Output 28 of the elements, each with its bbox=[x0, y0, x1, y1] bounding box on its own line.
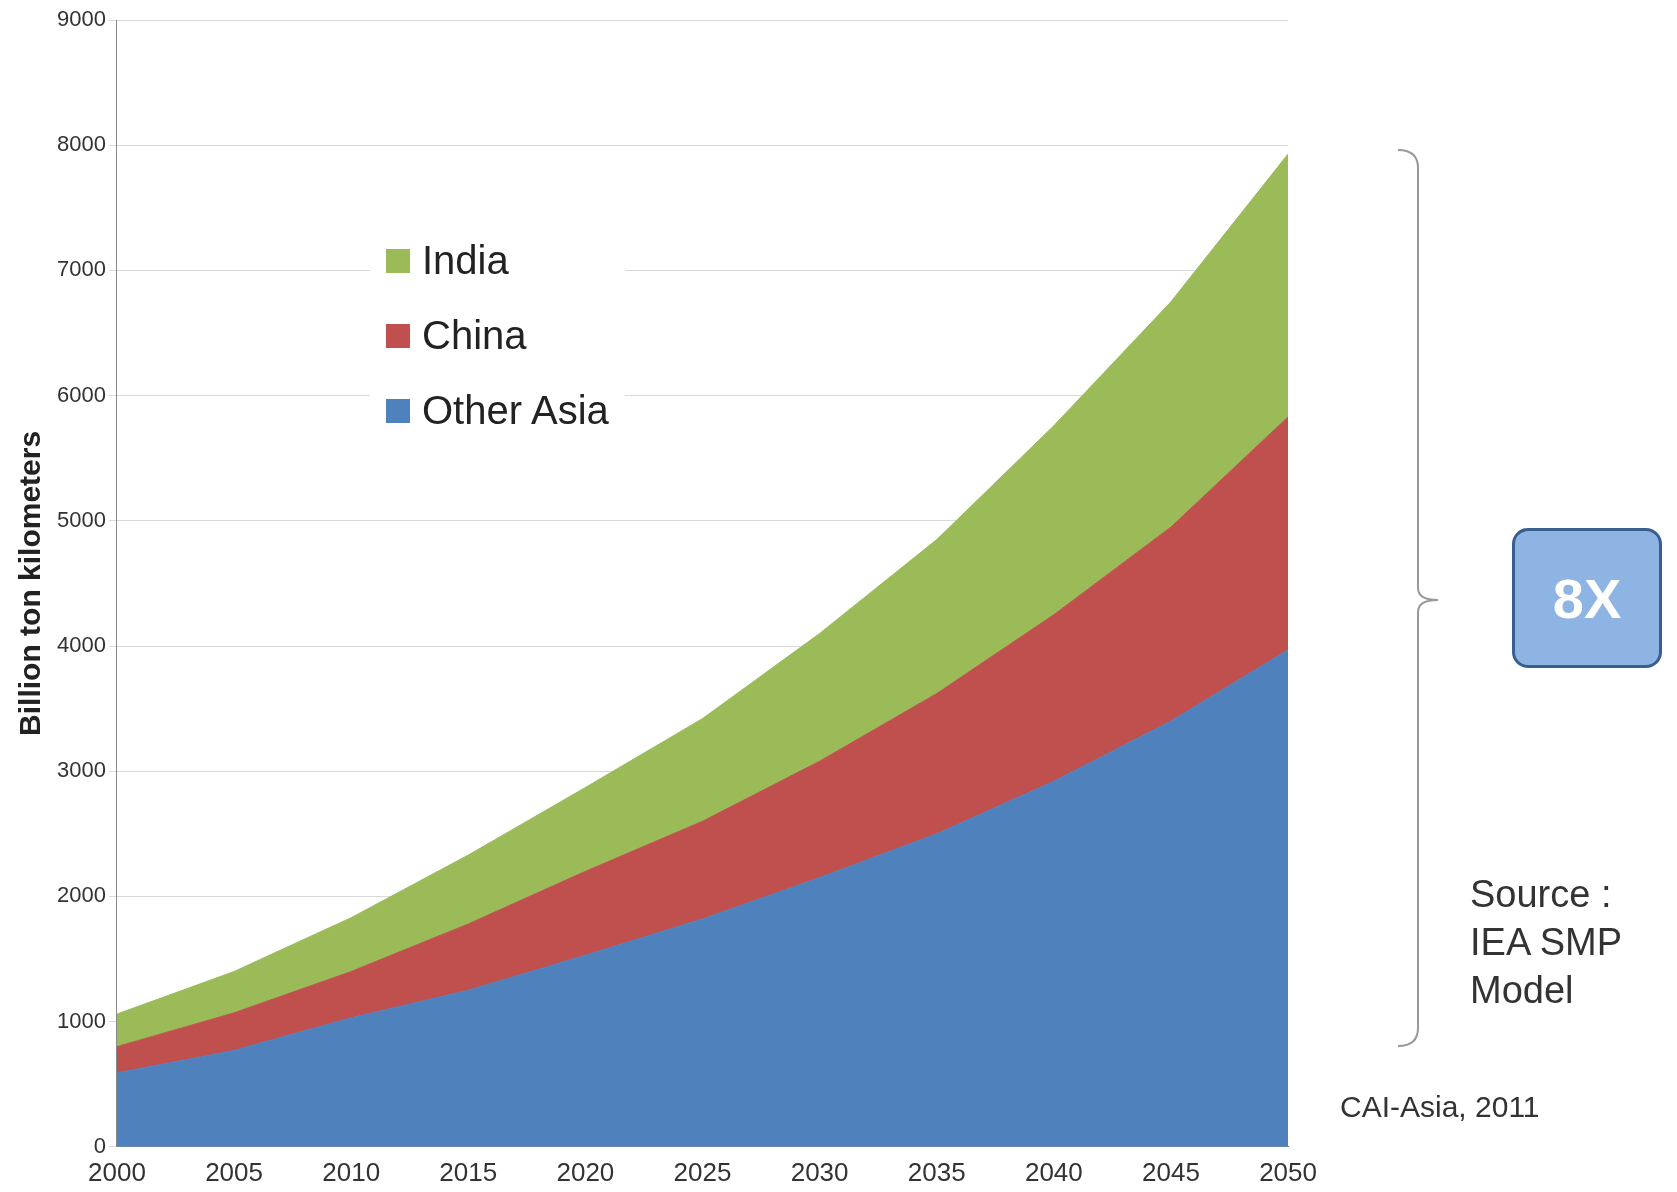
x-tick-label: 2025 bbox=[673, 1156, 732, 1187]
x-tick-label: 2030 bbox=[790, 1156, 849, 1187]
y-tick-label: 7000 bbox=[56, 256, 106, 282]
y-tick-label: 6000 bbox=[56, 381, 106, 407]
x-tick-label: 2015 bbox=[439, 1156, 498, 1187]
x-tick-label: 2005 bbox=[205, 1156, 263, 1187]
x-tick-label: 2020 bbox=[556, 1156, 615, 1187]
legend-label: Other Asia bbox=[422, 388, 609, 433]
x-tick-label: 2035 bbox=[907, 1156, 966, 1187]
text: CAI-Asia, 2011 bbox=[1340, 1090, 1540, 1124]
y-tick-label: 8000 bbox=[56, 131, 106, 157]
x-tick-label: 2010 bbox=[322, 1156, 381, 1187]
y-tick-label: 4000 bbox=[56, 632, 106, 658]
x-tick-label: 2040 bbox=[1024, 1156, 1083, 1187]
y-tick-label: 9000 bbox=[56, 6, 106, 32]
y-tick-label: 3000 bbox=[56, 757, 106, 783]
y-axis-title: Billion ton kilometers bbox=[13, 430, 47, 736]
y-tick-label: 1000 bbox=[56, 1007, 106, 1033]
y-tick-label: 5000 bbox=[56, 506, 106, 532]
y-tick-label: 0 bbox=[93, 1132, 106, 1158]
legend-label: India bbox=[422, 238, 509, 283]
x-tick-label: 2000 bbox=[88, 1156, 146, 1187]
y-tick-label: 2000 bbox=[56, 882, 106, 908]
source-note: Source : IEA SMP Model bbox=[1470, 872, 1623, 1013]
text: 8X bbox=[1512, 528, 1662, 668]
x-tick-label: 2045 bbox=[1142, 1156, 1200, 1187]
x-tick-label: 2050 bbox=[1259, 1156, 1317, 1187]
legend-label: China bbox=[422, 313, 527, 358]
